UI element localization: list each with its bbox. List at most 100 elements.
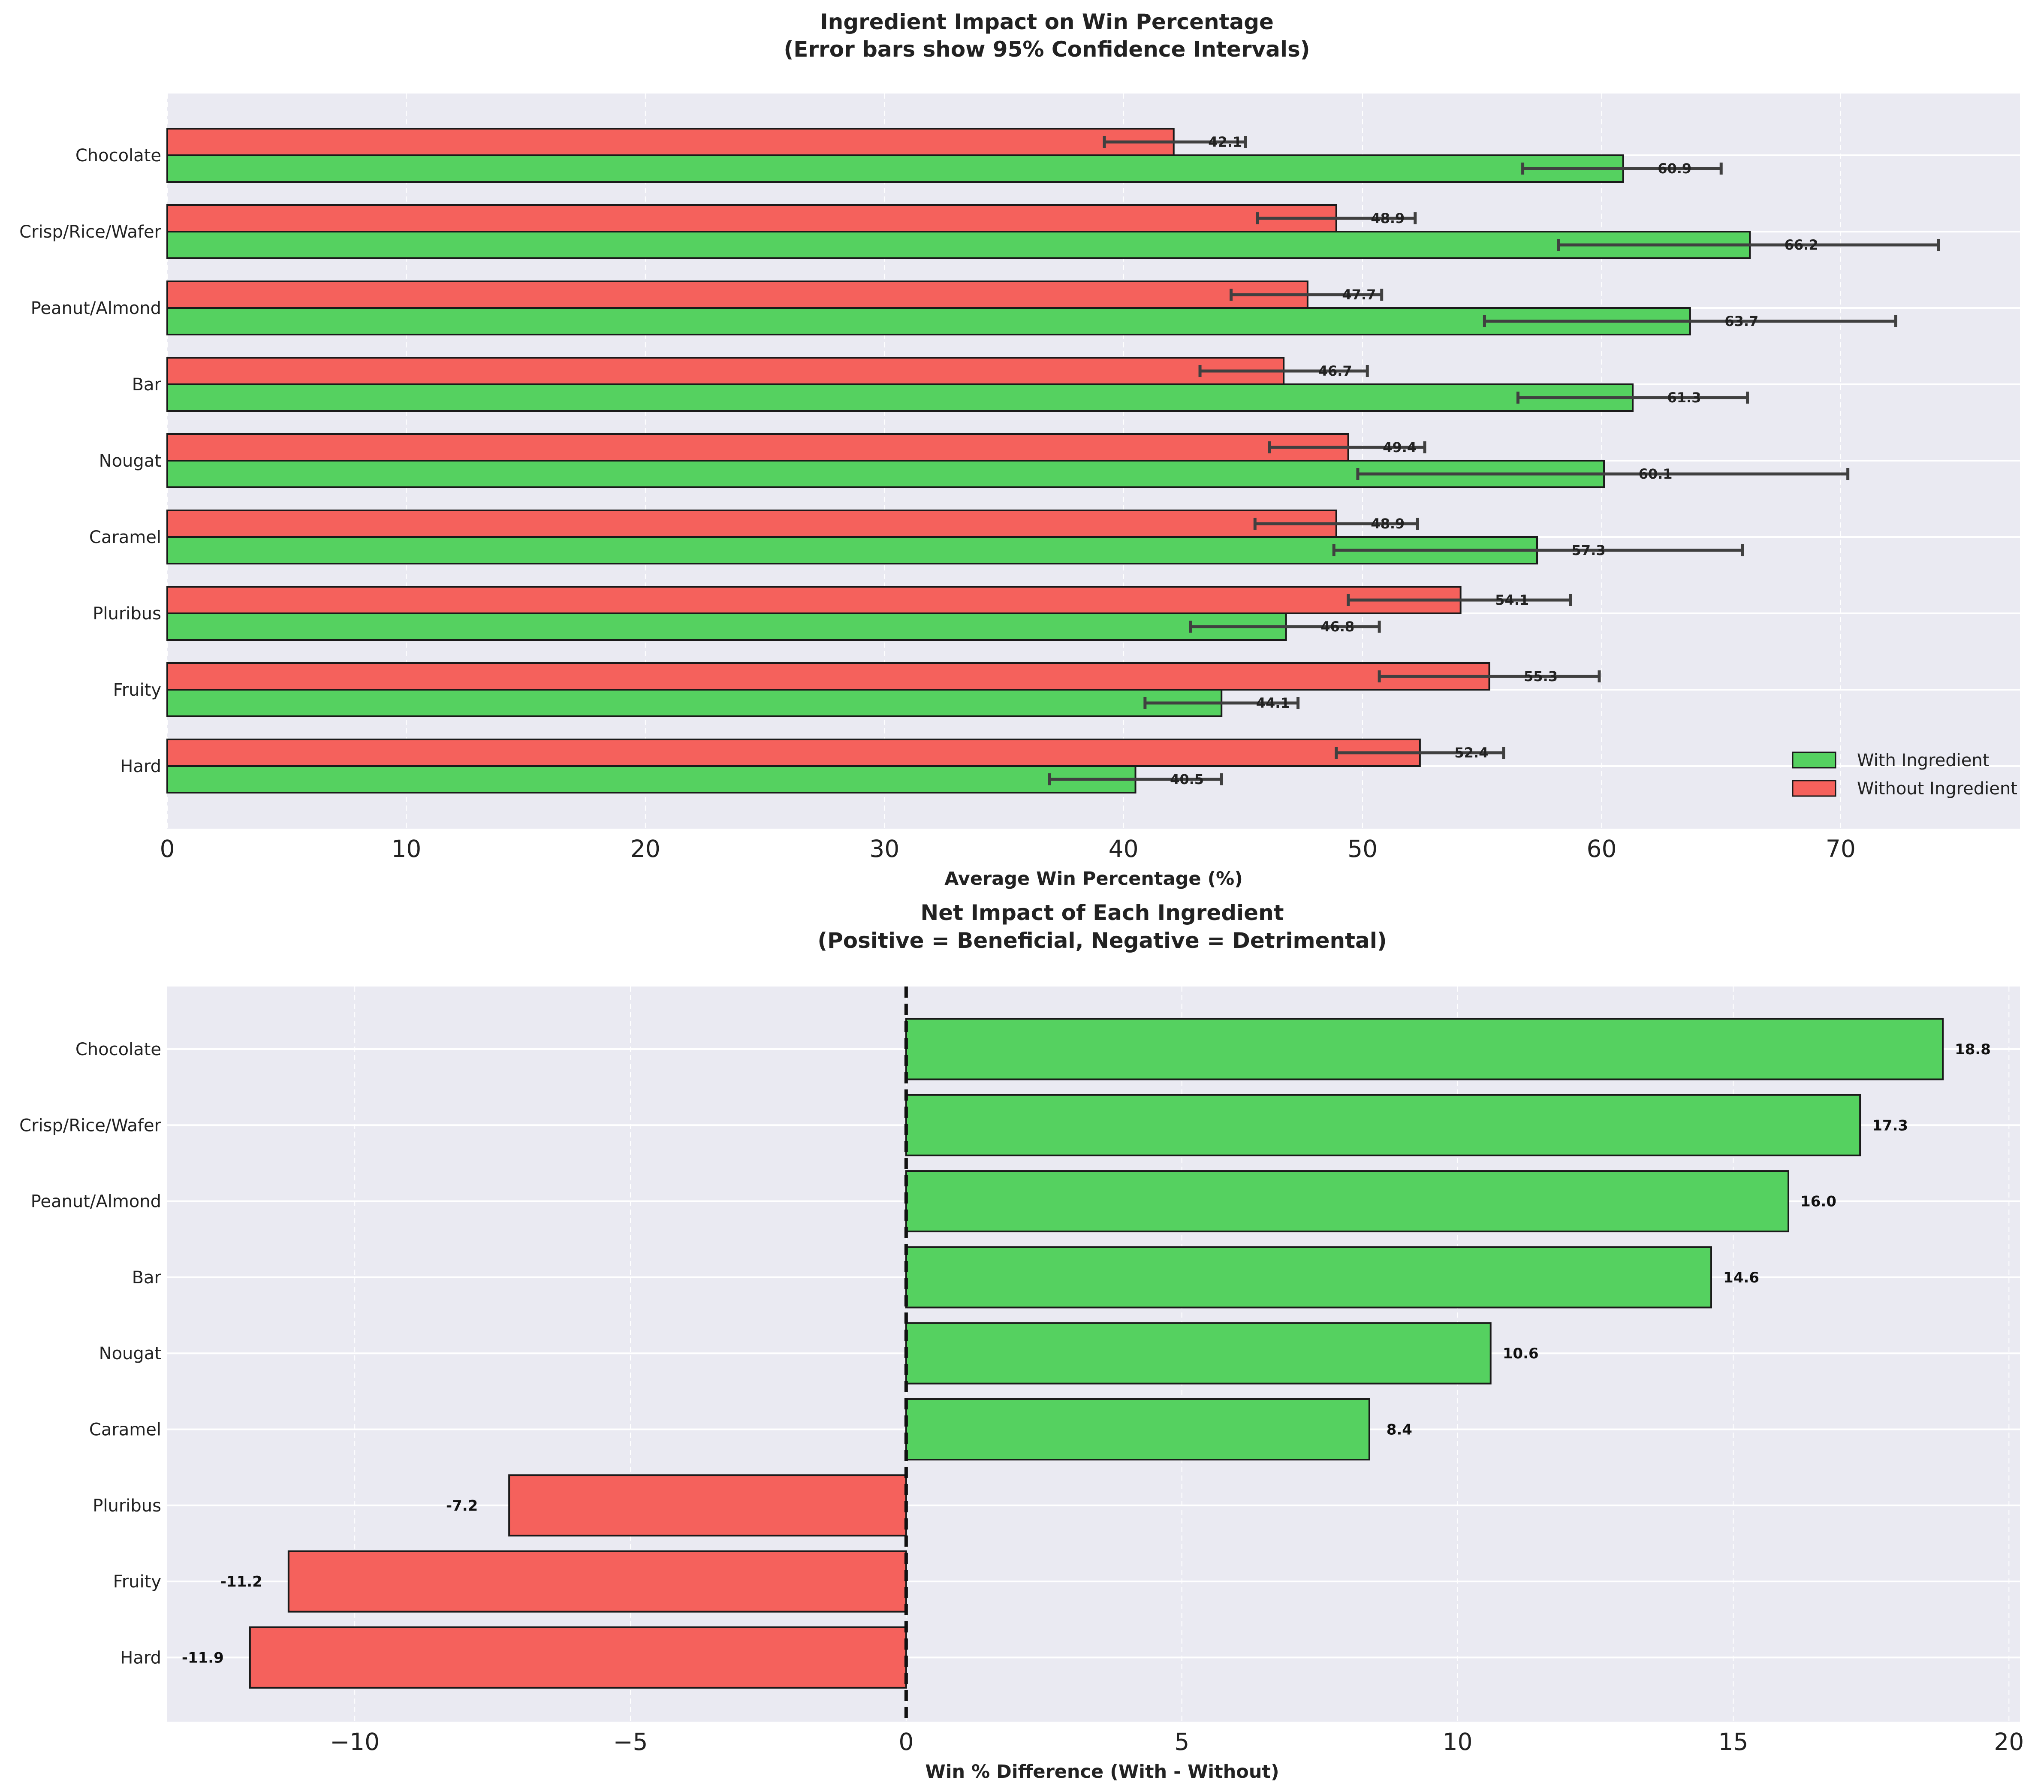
y-tick-label: Hard (120, 1648, 161, 1668)
value-label-with: 40.5 (1170, 771, 1204, 787)
y-tick-label: Peanut/Almond (31, 299, 161, 318)
y-tick-label: Bar (132, 1268, 162, 1288)
difference-value-label: -11.2 (220, 1573, 262, 1590)
difference-value-label: 8.4 (1387, 1421, 1412, 1439)
bottom-y-ticks: Chocolate Crisp/Rice/Wafer Peanut/Almond Ba… (19, 1040, 161, 1668)
value-label-with: 60.9 (1658, 160, 1691, 177)
difference-value-label: 18.8 (1955, 1041, 1991, 1058)
bar-positive-impact (905, 1246, 1712, 1309)
x-tick-label: 10 (1443, 1728, 1473, 1756)
bar-positive-impact (905, 1094, 1861, 1156)
legend: With Ingredient Without Ingredient (1792, 751, 2017, 799)
value-label-with: 61.3 (1667, 389, 1701, 406)
panel-top: Ingredient Impact on Win Percentage (Err… (19, 9, 2020, 890)
value-label-without: 49.4 (1383, 439, 1417, 456)
value-label-with: 66.2 (1785, 237, 1818, 253)
y-tick-label: Bar (132, 375, 162, 395)
y-tick-label: Pluribus (93, 1496, 161, 1516)
bar-without-ingredient (166, 739, 1421, 767)
bottom-bars (249, 1018, 1944, 1689)
x-tick-label: 60 (1587, 835, 1617, 863)
y-tick-label: Pluribus (93, 604, 161, 624)
legend-label-without: Without Ingredient (1857, 779, 2017, 799)
difference-value-label: 16.0 (1800, 1193, 1836, 1210)
bar-with-ingredient (166, 383, 1634, 412)
difference-value-label: -11.9 (182, 1649, 224, 1666)
bottom-value-labels: 18.8 17.3 16.0 14.6 10.6 8.4 -7.2 -11.2 -11.9 (182, 1041, 1991, 1666)
legend-label-with: With Ingredient (1857, 751, 1989, 770)
difference-value-label: 10.6 (1503, 1345, 1539, 1362)
difference-value-label: 17.3 (1872, 1117, 1908, 1134)
legend-swatch-with (1792, 751, 1836, 769)
top-value-labels: 42.1 60.9 48.9 66.2 47.7 63.7 46.7 61.3 49.4 60.1… (1170, 134, 1818, 787)
y-tick-label: Fruity (113, 680, 161, 700)
y-tick-label: Peanut/Almond (31, 1192, 161, 1212)
y-tick-label: Chocolate (75, 1040, 161, 1059)
y-tick-label: Nougat (99, 1344, 161, 1364)
bar-without-ingredient (166, 433, 1349, 462)
bar-without-ingredient (166, 662, 1490, 691)
value-label-with: 60.1 (1639, 466, 1673, 482)
bar-positive-impact (905, 1018, 1944, 1080)
top-x-ticks: 0 10 20 30 40 50 60 70 (160, 835, 1856, 863)
value-label-without: 52.4 (1454, 745, 1488, 761)
y-tick-label: Fruity (113, 1572, 161, 1592)
bar-with-ingredient (166, 612, 1287, 641)
top-x-axis-label: Average Win Percentage (%) (944, 868, 1243, 890)
value-label-with: 57.3 (1572, 542, 1606, 558)
top-bars (166, 128, 1751, 793)
top-y-ticks: Chocolate Crisp/Rice/Wafer Peanut/Almond Ba… (19, 146, 161, 776)
value-label-with: 46.8 (1320, 618, 1354, 635)
bar-with-ingredient (166, 536, 1538, 564)
x-tick-label: 0 (160, 835, 175, 863)
bar-positive-impact (905, 1170, 1789, 1233)
bar-with-ingredient (166, 765, 1137, 793)
x-tick-label: 40 (1109, 835, 1139, 863)
value-label-without: 55.3 (1524, 668, 1558, 685)
difference-value-label: -7.2 (446, 1497, 478, 1514)
value-label-without: 46.7 (1318, 363, 1352, 379)
bottom-chart-subtitle: (Positive = Beneficial, Negative = Detri… (817, 928, 1387, 953)
bottom-chart-title: Net Impact of Each Ingredient (920, 900, 1284, 925)
bar-negative-impact (249, 1626, 907, 1689)
bar-without-ingredient (166, 357, 1285, 385)
bar-with-ingredient (166, 307, 1691, 335)
legend-swatch-without (1792, 780, 1836, 797)
bar-positive-impact (905, 1398, 1370, 1460)
y-tick-label: Chocolate (75, 146, 161, 166)
y-tick-label: Nougat (99, 451, 161, 471)
bar-with-ingredient (166, 154, 1624, 183)
bar-without-ingredient (166, 510, 1337, 538)
value-label-without: 54.1 (1495, 592, 1529, 608)
bar-positive-impact (905, 1322, 1492, 1385)
x-tick-label: 10 (391, 835, 421, 863)
x-tick-label: 20 (630, 835, 660, 863)
bar-without-ingredient (166, 204, 1337, 232)
y-tick-label: Caramel (89, 528, 161, 547)
bar-without-ingredient (166, 281, 1308, 309)
x-tick-label: −5 (613, 1728, 648, 1756)
y-tick-label: Hard (120, 757, 161, 776)
panel-bottom: Net Impact of Each Ingredient (Positive … (19, 900, 2024, 1783)
x-tick-label: 50 (1348, 835, 1378, 863)
y-tick-label: Crisp/Rice/Wafer (19, 1116, 161, 1135)
bar-with-ingredient (166, 689, 1223, 717)
top-error-bars (1048, 136, 1940, 785)
bar-negative-impact (508, 1474, 907, 1537)
x-tick-label: 70 (1826, 835, 1856, 863)
bar-without-ingredient (166, 128, 1175, 156)
x-tick-label: 20 (1994, 1728, 2024, 1756)
value-label-without: 47.7 (1342, 287, 1376, 303)
x-tick-label: 0 (898, 1728, 913, 1756)
value-label-without: 42.1 (1208, 134, 1242, 150)
value-label-with: 63.7 (1724, 313, 1758, 329)
bar-with-ingredient (166, 231, 1751, 259)
x-tick-label: 30 (869, 835, 899, 863)
bottom-x-axis-label: Win % Difference (With - Without) (925, 1761, 1279, 1783)
bar-without-ingredient (166, 586, 1462, 614)
value-label-with: 44.1 (1256, 695, 1290, 711)
x-tick-label: −10 (330, 1728, 380, 1756)
top-chart-title: Ingredient Impact on Win Percentage (820, 9, 1274, 34)
bar-negative-impact (287, 1550, 907, 1613)
